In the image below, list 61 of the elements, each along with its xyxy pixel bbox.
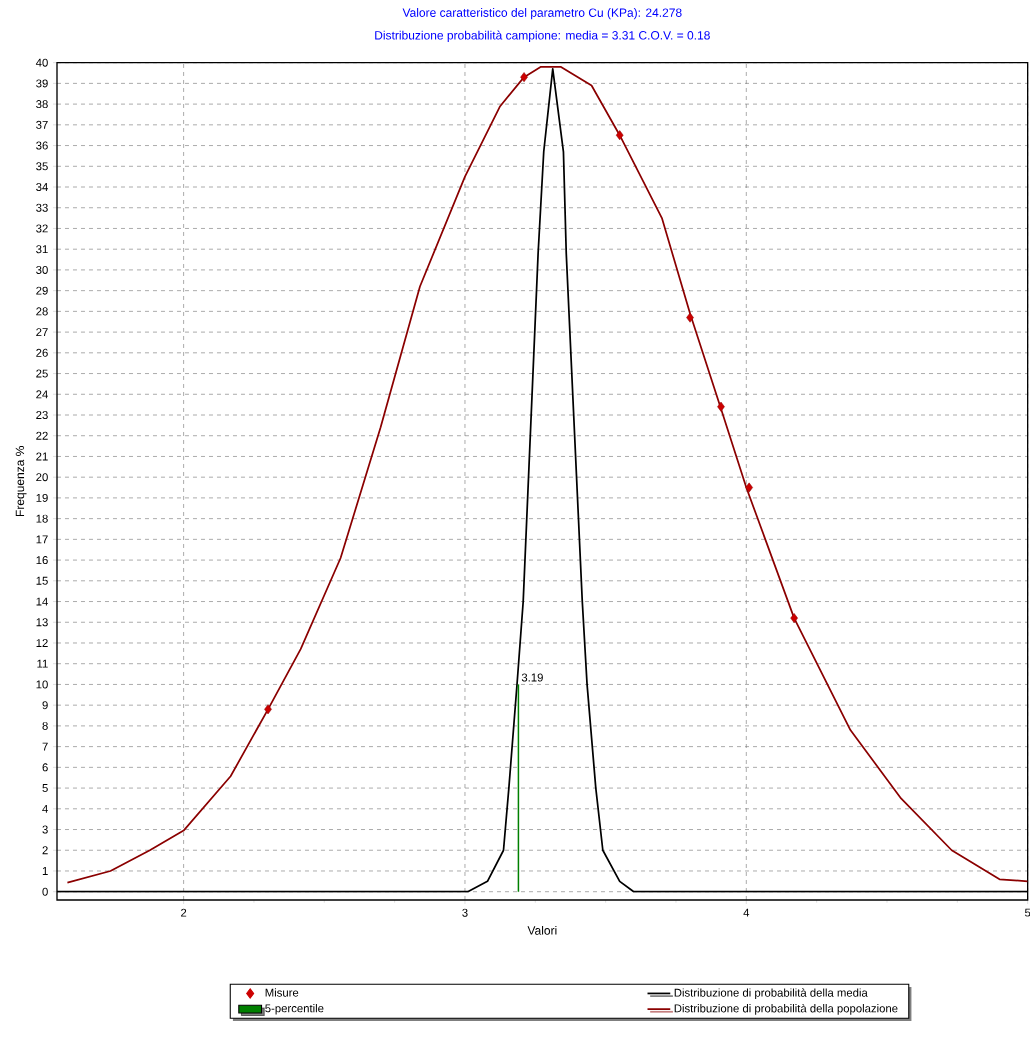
point: [745, 482, 753, 493]
y-tick-label: 9: [42, 701, 48, 710]
y-tick-label: 8: [42, 721, 48, 730]
legend-label: Distribuzione di probabilità della media: [674, 988, 868, 999]
y-tick-label: 38: [36, 100, 48, 109]
y-tick-label: 26: [36, 348, 48, 357]
y-tick-label: 17: [36, 535, 48, 544]
point: [615, 130, 624, 141]
y-tick-label: 32: [36, 224, 48, 233]
y-tick-label: 6: [42, 763, 48, 772]
y-tick-label: 33: [36, 203, 48, 212]
point: [790, 613, 798, 624]
y-tick-label: 24: [36, 390, 48, 399]
y-tick-label: 23: [36, 411, 48, 420]
x-tick-label: 2: [181, 908, 187, 917]
y-tick-label: 19: [36, 493, 48, 502]
y-tick-label: 4: [42, 804, 48, 813]
y-tick-label: 36: [36, 141, 48, 150]
y-tick-label: 27: [36, 328, 48, 337]
y-tick-label: 35: [36, 162, 48, 171]
y-tick-label: 16: [36, 556, 48, 565]
chart-subtitle: Distribuzione probabilità campione: media = 3.31 C.O.V. = 0.18: [375, 30, 710, 42]
y-tick-label: 14: [36, 597, 48, 606]
y-axis-title: Frequenza %: [15, 446, 27, 517]
legend-label: Distribuzione di probabilità della popolazione: [674, 1003, 898, 1015]
point: [686, 312, 694, 323]
y-tick-label: 1: [42, 867, 48, 875]
y-tick-label: 15: [36, 576, 48, 585]
point: [717, 401, 725, 412]
y-tick-label: 7: [42, 742, 48, 751]
y-tick-label: 3: [42, 825, 48, 834]
chart-title: Valore caratteristico del parametro Cu (KPa): 24.278: [402, 8, 682, 20]
y-tick-label: 20: [36, 473, 48, 482]
annotation: 3.19: [521, 673, 543, 682]
y-tick-label: 29: [36, 286, 48, 295]
x-axis-title: Valori: [527, 925, 557, 935]
y-tick-label: 40: [35, 58, 48, 67]
y-tick-label: 10: [36, 680, 48, 689]
x-tick-label: 4: [743, 908, 750, 917]
point: [264, 704, 272, 715]
legend-label: Misure: [265, 988, 299, 997]
y-tick-label: 12: [36, 639, 48, 647]
y-tick-label: 21: [36, 452, 48, 461]
legend-label: 5-percentile: [265, 1004, 324, 1015]
y-tick-label: 30: [36, 265, 48, 274]
y-tick-label: 13: [36, 618, 48, 627]
y-tick-label: 37: [36, 120, 48, 129]
y-tick-label: 22: [36, 431, 48, 440]
y-tick-label: 34: [36, 183, 48, 192]
y-tick-label: 11: [37, 659, 48, 668]
y-tick-label: 0: [42, 887, 48, 896]
point: [520, 72, 528, 83]
y-tick-label: 25: [36, 369, 48, 378]
y-tick-label: 39: [36, 79, 48, 88]
x-tick-label: 5: [1024, 908, 1030, 917]
x-tick-label: 3: [462, 908, 468, 917]
y-tick-label: 28: [36, 307, 48, 316]
y-tick-label: 5: [42, 784, 48, 793]
y-tick-label: 18: [36, 514, 48, 523]
y-tick-label: 31: [36, 245, 48, 254]
y-tick-label: 2: [42, 846, 48, 855]
